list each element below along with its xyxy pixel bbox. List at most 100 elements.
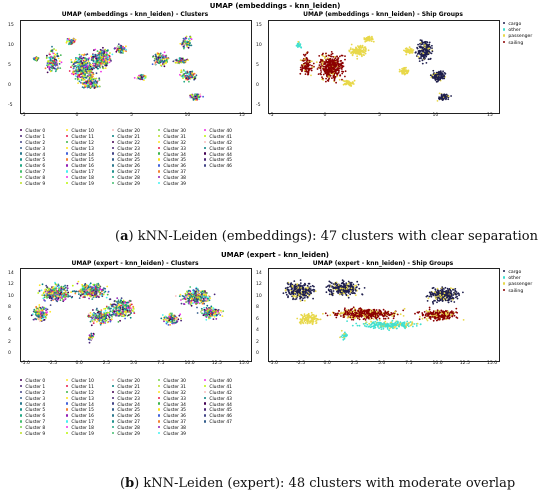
fig-b-clusters-y-tick: 2: [8, 339, 11, 345]
shipgroup-legend-entry: passenger: [503, 282, 532, 288]
fig-a-clusters-x-tick: 0: [75, 113, 79, 118]
cluster-legend-label: Cluster 15: [71, 158, 94, 164]
legend-marker-icon: [204, 396, 207, 399]
cluster-legend-entry: Cluster 25: [112, 158, 140, 164]
cluster-legend-label: Cluster 15: [71, 408, 94, 414]
cluster-legend-entry: Cluster 43: [204, 396, 232, 403]
cluster-legend-label: Cluster 25: [117, 408, 140, 414]
legend-marker-icon: [204, 420, 207, 423]
cluster-legend-label: Cluster 32: [163, 390, 186, 396]
fig-a-clusters-plot: [20, 20, 252, 114]
cluster-legend-label: Cluster 1: [25, 134, 46, 140]
cluster-legend-entry: Cluster 37: [158, 420, 186, 426]
cluster-legend-label: Cluster 38: [163, 176, 186, 182]
legend-marker-icon: [66, 414, 69, 417]
fig-b-clusters-x-tick: 12.5: [211, 361, 222, 366]
cluster-legend-label: Cluster 8: [25, 176, 46, 182]
cluster-legend-entry: Cluster 17: [66, 420, 94, 426]
legend-marker-icon: [20, 134, 23, 138]
fig-b-clusters-y-tick: 14: [8, 271, 14, 276]
legend-marker-icon: [112, 396, 115, 399]
cluster-legend-entry: Cluster 20: [112, 378, 140, 385]
shipgroup-legend-entry: sailing: [503, 288, 532, 295]
cluster-legend-entry: Cluster 42: [204, 390, 232, 397]
legend-marker-icon: [66, 396, 69, 399]
shipgroup-legend-label: other: [508, 276, 521, 282]
cluster-legend-label: Cluster 8: [25, 426, 46, 432]
legend-marker-icon: [112, 384, 115, 388]
fig-a-caption-label: a: [120, 229, 129, 244]
cluster-legend-label: Cluster 29: [117, 432, 140, 438]
cluster-legend-column: Cluster 20 Cluster 21 Cluster 22 Cluster 23…: [112, 378, 140, 438]
legend-marker-icon: [66, 378, 69, 382]
cluster-legend-label: Cluster 39: [163, 182, 186, 188]
cluster-legend-label: Cluster 5: [25, 158, 46, 164]
shipgroup-legend-entry: cargo: [503, 269, 532, 276]
legend-marker-icon: [158, 431, 161, 435]
cluster-legend-entry: Cluster 3: [20, 146, 45, 153]
cluster-legend-entry: Cluster 37: [158, 170, 186, 176]
legend-marker-icon: [158, 384, 161, 388]
cluster-legend-entry: Cluster 22: [112, 140, 140, 147]
fig-b-shipgroups-x-tick: 12.5: [459, 361, 470, 366]
legend-marker-icon: [20, 426, 23, 429]
cluster-legend-entry: Cluster 2: [20, 390, 45, 397]
cluster-legend-label: Cluster 17: [71, 170, 94, 176]
cluster-legend-label: Cluster 6: [25, 414, 46, 420]
fig-b-shipgroups-y-tick: 6: [256, 316, 259, 322]
cluster-legend-label: Cluster 33: [163, 146, 186, 152]
cluster-legend-label: Cluster 13: [71, 396, 94, 402]
legend-marker-icon: [112, 181, 115, 185]
cluster-legend-entry: Cluster 39: [158, 181, 186, 188]
fig-b-cluster-legend: Cluster 0 Cluster 1 Cluster 2 Cluster 3 Clus…: [20, 378, 250, 451]
fig-b-shipgroups-y-tick: 8: [256, 305, 259, 311]
legend-marker-icon: [158, 170, 161, 173]
fig-b-left-title: UMAP (expert - knn_leiden) - Clusters: [71, 260, 199, 267]
cluster-legend-entry: Cluster 17: [66, 170, 94, 176]
cluster-legend-entry: Cluster 5: [20, 158, 45, 164]
legend-marker-icon: [112, 176, 115, 179]
fig-a-shipgroups-plot: [268, 20, 500, 114]
legend-marker-icon: [20, 414, 23, 417]
cluster-legend-label: Cluster 10: [71, 129, 94, 134]
cluster-legend-entry: Cluster 3: [20, 396, 45, 403]
fig-a-shipgroups-x-tick: -5: [269, 113, 274, 118]
fig-a-clusters-x-tick: 15: [239, 113, 245, 118]
fig-a-shipgroups-y-tick: -5: [256, 103, 261, 108]
cluster-legend-label: Cluster 11: [71, 384, 94, 390]
cluster-legend-entry: Cluster 19: [66, 431, 94, 438]
fig-a-caption-text: kNN-Leiden (embeddings): 47 clusters wit…: [137, 229, 538, 244]
cluster-legend-entry: Cluster 15: [66, 408, 94, 414]
legend-marker-icon: [112, 414, 115, 417]
cluster-legend-entry: Cluster 31: [158, 134, 186, 141]
legend-marker-icon: [503, 40, 506, 43]
legend-marker-icon: [112, 164, 115, 167]
fig-b-shipgroups-x-tick: -2.5: [296, 361, 306, 366]
shipgroup-legend-label: sailing: [508, 288, 524, 294]
fig-a-clusters-x-tick: 5: [130, 113, 133, 118]
fig-b-shipgroups-plot: [268, 268, 500, 362]
cluster-legend-label: Cluster 32: [163, 140, 186, 146]
legend-marker-icon: [204, 158, 207, 161]
cluster-legend-label: Cluster 25: [117, 158, 140, 164]
legend-marker-icon: [503, 21, 506, 25]
legend-marker-icon: [66, 420, 69, 423]
fig-b-clusters-x-tick: 10.0: [184, 361, 195, 366]
legend-marker-icon: [20, 170, 23, 173]
legend-marker-icon: [204, 378, 207, 382]
fig-b-clusters-x-tick: -2.5: [48, 361, 58, 366]
cluster-legend-entry: Cluster 39: [158, 431, 186, 438]
cluster-legend-label: Cluster 41: [209, 384, 232, 390]
legend-marker-icon: [112, 170, 115, 173]
legend-marker-icon: [66, 170, 69, 173]
fig-b-shipgroups-y-tick: 10: [256, 293, 262, 299]
cluster-legend-entry: Cluster 46: [204, 414, 232, 420]
cluster-legend-label: Cluster 46: [209, 164, 232, 170]
fig-a-shipgroups-y-tick: 5: [256, 63, 259, 68]
cluster-legend-entry: Cluster 38: [158, 426, 186, 432]
fig-b-clusters-y-tick: 0: [8, 351, 11, 356]
fig-a-shipgroup-legend: cargo other passenger sailing: [503, 21, 532, 47]
cluster-legend-label: Cluster 42: [209, 140, 232, 146]
fig-b-clusters-y-tick: 6: [8, 316, 11, 322]
legend-marker-icon: [20, 128, 23, 132]
